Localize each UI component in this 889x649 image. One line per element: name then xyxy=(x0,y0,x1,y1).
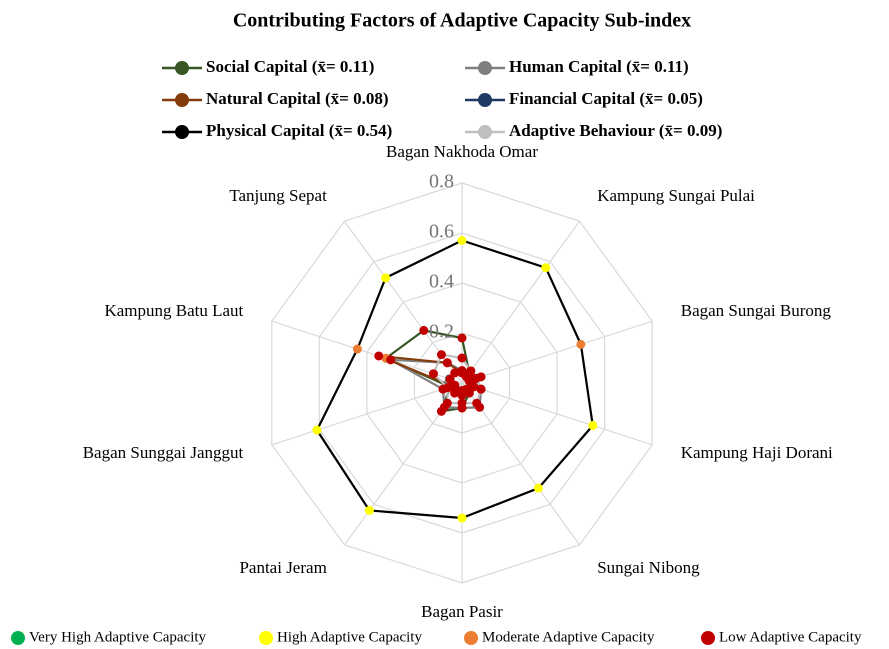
legend-label: Natural Capital (x̄= 0.08) xyxy=(206,89,389,108)
data-point xyxy=(442,358,452,368)
data-point xyxy=(381,273,391,283)
r-tick-label: 0.8 xyxy=(429,171,454,193)
class-legend-label: Low Adaptive Capacity xyxy=(719,629,862,645)
class-legend-marker xyxy=(701,631,715,645)
data-point xyxy=(476,384,486,394)
category-label: Bagan Pasir xyxy=(421,602,503,621)
legend-label: Social Capital (x̄= 0.11) xyxy=(206,57,374,76)
category-label: Sungai Nibong xyxy=(597,558,700,577)
legend-label: Adaptive Behaviour (x̄= 0.09) xyxy=(509,121,722,140)
data-point xyxy=(533,483,543,493)
spoke xyxy=(461,382,653,446)
legend-label: Financial Capital (x̄= 0.05) xyxy=(509,89,703,108)
category-label: Tanjung Sepat xyxy=(229,186,327,205)
class-legend-label: High Adaptive Capacity xyxy=(277,629,422,645)
data-point xyxy=(374,351,384,361)
class-legend-marker xyxy=(464,631,478,645)
data-point xyxy=(450,380,460,390)
class-legend-marker xyxy=(259,631,273,645)
data-point xyxy=(312,425,322,435)
r-tick-label: 0.6 xyxy=(429,221,454,243)
data-point xyxy=(419,325,429,335)
data-point xyxy=(352,344,362,354)
spoke xyxy=(461,320,653,384)
data-point xyxy=(457,398,467,408)
data-point xyxy=(457,333,467,343)
data-point xyxy=(386,355,396,365)
data-point xyxy=(457,368,467,378)
class-legend-marker xyxy=(11,631,25,645)
data-point xyxy=(472,398,482,408)
legend-marker xyxy=(175,61,189,75)
data-point xyxy=(364,505,374,515)
legend-marker xyxy=(478,61,492,75)
r-tick-label: 0.2 xyxy=(429,321,454,343)
legend-marker xyxy=(175,93,189,107)
spoke xyxy=(271,382,463,446)
legend-marker xyxy=(478,125,492,139)
data-point xyxy=(445,374,455,384)
data-point xyxy=(576,339,586,349)
data-point xyxy=(457,353,467,363)
data-point xyxy=(541,263,551,273)
legend-label: Physical Capital (x̄= 0.54) xyxy=(206,121,392,140)
chart-title: Contributing Factors of Adaptive Capacit… xyxy=(233,10,691,32)
data-point xyxy=(466,366,476,376)
category-label: Bagan Sungai Burong xyxy=(681,301,832,320)
data-point xyxy=(443,383,453,393)
spoke xyxy=(461,220,581,384)
r-tick-label: 0.4 xyxy=(429,271,454,293)
data-point xyxy=(450,368,460,378)
category-label: Pantai Jeram xyxy=(239,558,326,577)
data-point xyxy=(457,236,467,245)
category-label: Bagan Nakhoda Omar xyxy=(386,142,538,161)
category-label: Kampung Haji Dorani xyxy=(681,443,833,462)
data-point xyxy=(471,373,481,383)
data-point xyxy=(457,513,467,523)
legend-label: Human Capital (x̄= 0.11) xyxy=(509,57,689,76)
data-point xyxy=(428,369,438,379)
category-label: Kampung Batu Laut xyxy=(104,301,243,320)
category-label: Bagan Sunggai Janggut xyxy=(83,443,244,462)
data-point xyxy=(588,420,598,430)
category-label: Kampung Sungai Pulai xyxy=(597,186,755,205)
legend-marker xyxy=(478,93,492,107)
class-legend-label: Moderate Adaptive Capacity xyxy=(482,629,655,645)
data-point xyxy=(442,398,452,408)
legend-marker xyxy=(175,125,189,139)
class-legend-label: Very High Adaptive Capacity xyxy=(29,629,207,645)
data-point xyxy=(436,350,446,360)
